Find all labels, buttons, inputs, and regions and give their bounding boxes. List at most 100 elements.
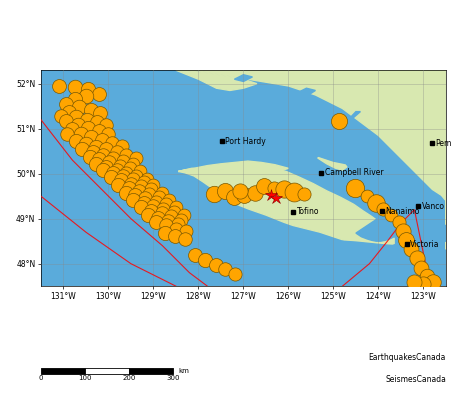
Point <box>212 261 219 268</box>
Point <box>290 188 298 195</box>
Point <box>418 265 425 271</box>
Polygon shape <box>178 161 288 174</box>
Point <box>166 197 173 203</box>
Point <box>92 161 100 167</box>
Point <box>88 133 95 140</box>
Point <box>182 228 189 234</box>
Polygon shape <box>340 146 374 159</box>
Text: Tofino: Tofino <box>297 208 319 217</box>
Point <box>172 232 179 239</box>
Text: Nanaimo: Nanaimo <box>385 207 420 215</box>
Point <box>403 237 410 244</box>
Point <box>158 189 165 196</box>
Point <box>241 192 248 198</box>
Point <box>133 173 140 179</box>
Point <box>82 93 90 99</box>
Point <box>82 141 90 148</box>
Point <box>130 197 137 203</box>
Point <box>150 203 157 209</box>
Point <box>136 168 144 175</box>
Point <box>221 188 228 194</box>
Point <box>202 257 209 263</box>
Point <box>102 122 110 128</box>
Point <box>140 200 147 206</box>
Point <box>150 182 157 188</box>
Point <box>76 104 83 110</box>
Point <box>106 159 113 166</box>
Point <box>89 149 96 155</box>
Polygon shape <box>356 195 446 241</box>
Point <box>181 236 188 242</box>
Point <box>236 188 243 194</box>
Point <box>118 143 126 149</box>
Point <box>137 183 145 189</box>
Point <box>144 212 152 218</box>
Polygon shape <box>385 168 405 186</box>
Point <box>137 204 145 211</box>
Text: SeismesCanada: SeismesCanada <box>385 375 446 384</box>
Point <box>107 174 114 181</box>
Text: 200: 200 <box>122 375 136 381</box>
Point <box>232 270 239 277</box>
Polygon shape <box>176 70 446 286</box>
Point <box>102 146 110 152</box>
Point <box>113 149 120 155</box>
Text: Vanco: Vanco <box>422 202 445 211</box>
Point <box>57 113 65 119</box>
Point <box>63 131 71 137</box>
Polygon shape <box>266 99 284 106</box>
Point <box>92 143 100 150</box>
Point <box>130 176 137 182</box>
Point <box>420 281 427 287</box>
Text: Pem: Pem <box>435 139 451 148</box>
Point <box>407 246 415 253</box>
Point <box>379 206 387 212</box>
Point <box>270 185 278 191</box>
Point <box>85 125 92 131</box>
Point <box>410 278 417 285</box>
Point <box>85 86 92 92</box>
Point <box>109 169 116 176</box>
Text: Victoria: Victoria <box>410 240 440 249</box>
Point <box>147 208 155 214</box>
Point <box>260 183 268 189</box>
Point <box>74 122 81 128</box>
Point <box>126 165 134 171</box>
Polygon shape <box>318 155 347 170</box>
Polygon shape <box>415 264 446 286</box>
Point <box>162 201 170 208</box>
Point <box>364 193 371 199</box>
Point <box>86 153 93 160</box>
Point <box>300 191 308 197</box>
Point <box>62 118 69 124</box>
Text: Campbell River: Campbell River <box>325 168 384 177</box>
Point <box>79 146 86 152</box>
Polygon shape <box>178 167 394 248</box>
Point <box>122 189 129 196</box>
Point <box>160 206 167 212</box>
Point <box>62 101 69 107</box>
Point <box>99 152 106 158</box>
Point <box>170 209 177 215</box>
Point <box>125 185 132 191</box>
Point <box>164 218 172 224</box>
Point <box>251 189 258 196</box>
Point <box>77 131 84 137</box>
Point <box>147 186 155 192</box>
Point <box>83 116 91 123</box>
Point <box>71 96 78 103</box>
Point <box>102 164 110 170</box>
Point <box>133 155 140 161</box>
Point <box>161 230 168 236</box>
Point <box>94 119 101 125</box>
Point <box>335 118 343 124</box>
Point <box>119 158 126 164</box>
Polygon shape <box>234 75 253 82</box>
Point <box>423 273 430 280</box>
Point <box>117 177 125 184</box>
Point <box>230 194 237 200</box>
Point <box>395 219 402 225</box>
Point <box>430 278 437 285</box>
Point <box>116 162 123 169</box>
Polygon shape <box>343 241 446 286</box>
